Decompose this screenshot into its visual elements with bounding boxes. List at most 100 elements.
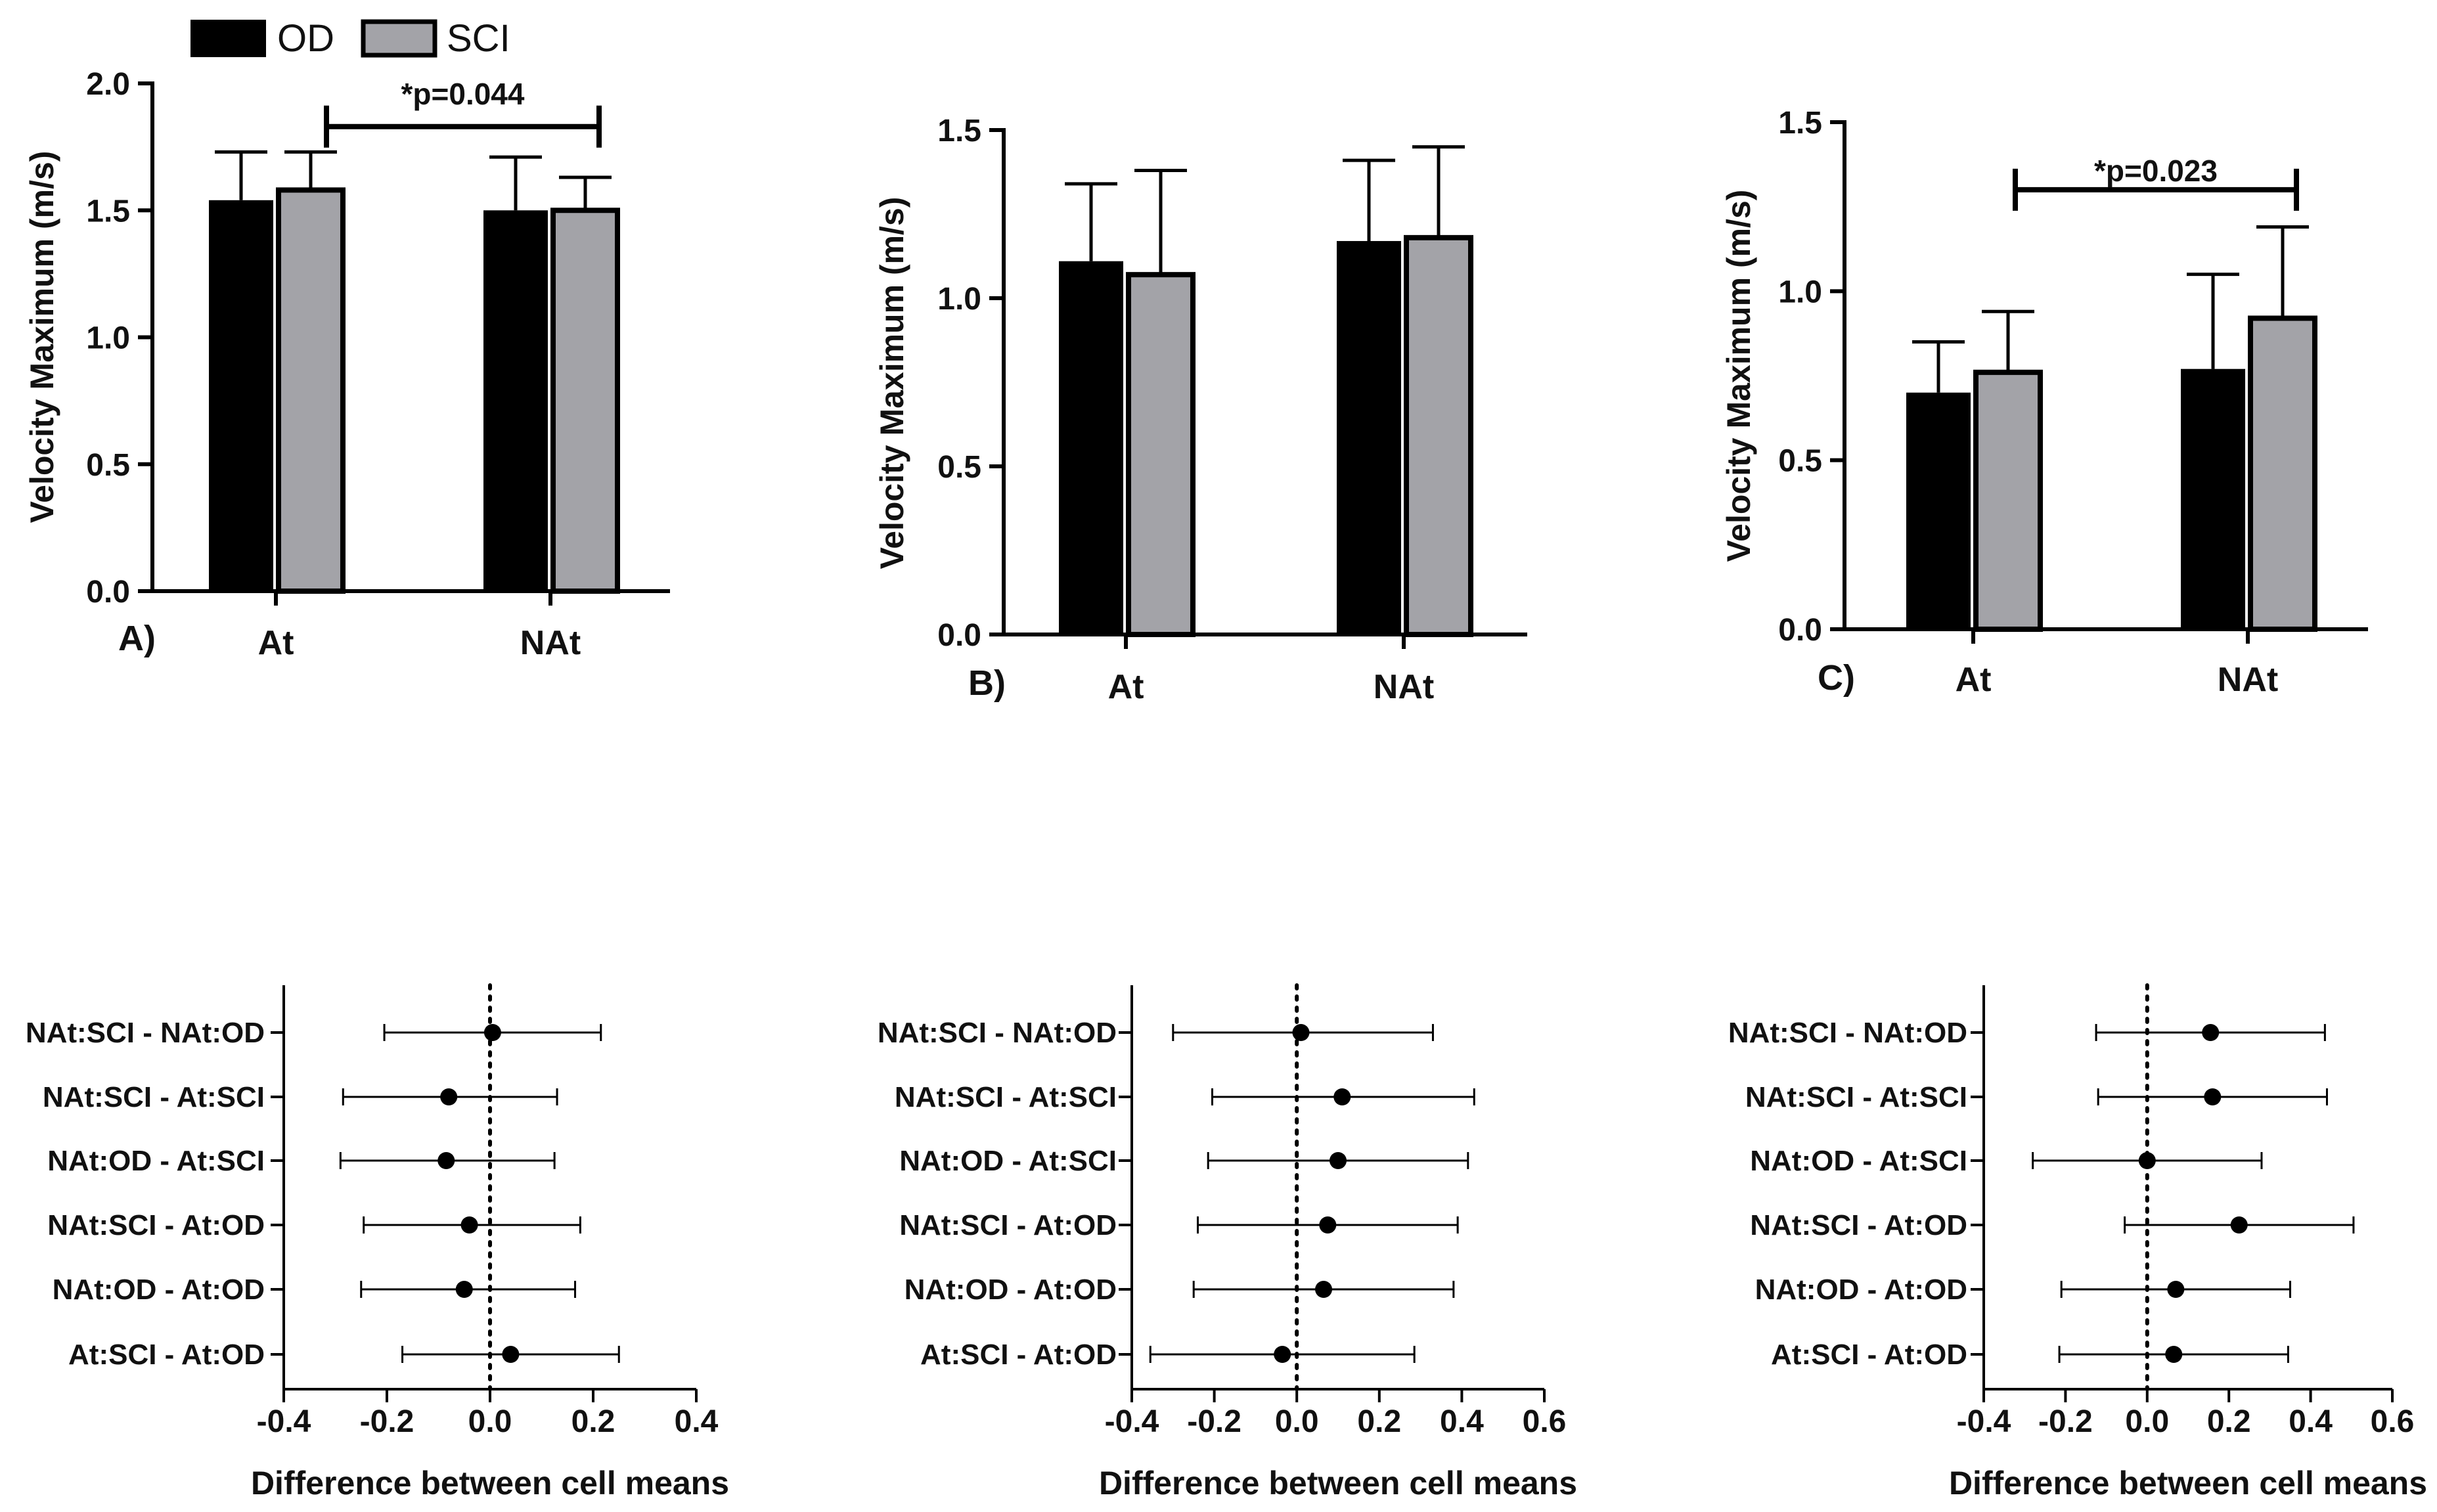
- bar-sci-nat: [1404, 234, 1473, 637]
- comparison-label: NAt:OD - At:SCI: [1750, 1145, 1967, 1177]
- comparison-label: NAt:SCI - At:SCI: [895, 1081, 1117, 1113]
- y-tick-label: 1.0: [937, 282, 981, 317]
- comparison-label: NAt:SCI - At:OD: [47, 1209, 265, 1241]
- y-tick-label: 0.5: [937, 450, 981, 485]
- x-tick-label: 0.2: [2207, 1404, 2251, 1439]
- comparison-label: NAt:SCI - At:SCI: [1745, 1081, 1967, 1113]
- mean-point: [502, 1346, 520, 1363]
- y-tick-label: 0.0: [86, 575, 130, 610]
- y-tick-label: 0.0: [1778, 613, 1822, 648]
- comparison-label: NAt:SCI - NAt:OD: [1728, 1017, 1967, 1049]
- bar-sci-at: [1126, 272, 1196, 638]
- bar-od-nat: [2181, 368, 2245, 629]
- bar-od-at: [209, 200, 273, 591]
- comparison-label: NAt:SCI - At:OD: [1750, 1209, 1967, 1241]
- legend: OD SCI: [190, 17, 510, 60]
- x-tick-label: At: [1956, 661, 1992, 699]
- bar-sci-at: [276, 187, 346, 594]
- mean-point: [1274, 1346, 1291, 1363]
- significance-label: *p=0.023: [2094, 154, 2218, 188]
- mean-point: [2230, 1216, 2248, 1234]
- bar-chart-1: Velocity Maximum (m/s) 0.0 0.5 1.0 1.5 2.0 At N…: [24, 67, 670, 662]
- mean-point: [1330, 1152, 1347, 1169]
- comparison-label: NAt:OD - At:OD: [53, 1274, 265, 1306]
- bar-sci-at: [1973, 369, 2043, 632]
- x-tick-label: 0.0: [2125, 1404, 2169, 1439]
- mean-point: [440, 1088, 458, 1105]
- comparison-label: NAt:OD - At:OD: [1755, 1274, 1967, 1306]
- legend-label-sci: SCI: [447, 17, 510, 60]
- y-axis-title: Velocity Maximum (m/s): [24, 151, 60, 523]
- legend-swatch-od: [190, 20, 266, 57]
- mean-point: [455, 1281, 473, 1298]
- x-tick-label: 0.4: [675, 1404, 719, 1439]
- comparison-label: At:SCI - At:OD: [920, 1339, 1117, 1371]
- comparison-label: NAt:SCI - NAt:OD: [26, 1017, 265, 1049]
- mean-point: [460, 1216, 478, 1234]
- x-tick-label: 0.6: [1523, 1404, 1567, 1439]
- bar-sci-nat: [2248, 315, 2317, 632]
- mean-point: [2165, 1346, 2183, 1363]
- mean-point: [1319, 1216, 1337, 1234]
- mean-point: [2167, 1281, 2185, 1298]
- comparison-label: NAt:SCI - At:OD: [899, 1209, 1117, 1241]
- y-tick-label: 0.5: [1778, 444, 1822, 479]
- panel-label: C): [1818, 658, 1855, 698]
- x-tick-label: -0.2: [1187, 1404, 1241, 1439]
- x-tick-label: 0.4: [1440, 1404, 1484, 1439]
- y-tick-label: 2.0: [86, 67, 130, 102]
- comparison-label: At:SCI - At:OD: [1771, 1339, 1967, 1371]
- y-tick-label: 1.5: [1778, 106, 1822, 141]
- mean-point: [483, 1024, 501, 1041]
- x-tick-label: -0.2: [360, 1404, 414, 1439]
- x-tick-label: 0.4: [2289, 1404, 2333, 1439]
- x-tick-label: 0.6: [2371, 1404, 2415, 1439]
- forest-plot-2: -0.4 -0.2 0.0 0.2 0.4 0.6 NAt:SCI - NAt:OD NAt:…: [878, 983, 1577, 1501]
- y-tick-label: 1.0: [86, 321, 130, 356]
- y-tick-label: 0.5: [86, 448, 130, 483]
- mean-point: [1292, 1024, 1310, 1041]
- mean-point: [1333, 1088, 1351, 1105]
- x-tick-label: 0.0: [468, 1404, 512, 1439]
- x-tick-label: At: [258, 624, 294, 662]
- x-axis-title: Difference between cell means: [1099, 1465, 1577, 1501]
- x-tick-label: 0.2: [1357, 1404, 1401, 1439]
- x-axis-title: Difference between cell means: [1949, 1465, 2427, 1501]
- bar-od-at: [1059, 261, 1123, 634]
- mean-point: [2202, 1024, 2220, 1041]
- legend-label-od: OD: [277, 17, 334, 60]
- x-tick-label: NAt: [2218, 661, 2278, 699]
- y-axis-title: Velocity Maximum (m/s): [874, 197, 910, 569]
- forest-plot-1: -0.4 -0.2 0.0 0.2 0.4 NAt:SCI - NAt:OD NAt:SCI…: [26, 983, 729, 1501]
- x-tick-label: -0.4: [1957, 1404, 2011, 1439]
- y-tick-label: 1.5: [86, 194, 130, 229]
- bar-chart-2: Velocity Maximum (m/s) 0.0 0.5 1.0 1.5 At NAt B…: [874, 114, 1527, 706]
- x-tick-label: -0.4: [1105, 1404, 1159, 1439]
- mean-point: [2138, 1152, 2156, 1169]
- forest-plot-3: -0.4 -0.2 0.0 0.2 0.4 0.6 NAt:SCI - NAt:OD NAt:…: [1728, 983, 2427, 1501]
- comparison-label: NAt:SCI - At:SCI: [43, 1081, 265, 1113]
- y-axis-title: Velocity Maximum (m/s): [1720, 190, 1757, 562]
- comparison-label: NAt:OD - At:OD: [905, 1274, 1117, 1306]
- comparison-label: At:SCI - At:OD: [68, 1339, 265, 1371]
- legend-swatch-sci: [361, 19, 437, 58]
- x-tick-label: At: [1108, 668, 1144, 706]
- y-tick-label: 1.5: [937, 114, 981, 148]
- x-tick-label: NAt: [1374, 668, 1434, 706]
- x-tick-label: NAt: [520, 624, 581, 662]
- x-tick-label: 0.0: [1275, 1404, 1319, 1439]
- significance-label: *p=0.044: [401, 77, 525, 111]
- panel-label: A): [118, 619, 156, 658]
- bar-sci-nat: [550, 208, 620, 594]
- comparison-label: NAt:SCI - NAt:OD: [878, 1017, 1117, 1049]
- mean-point: [437, 1152, 455, 1169]
- panel-label: B): [968, 663, 1006, 703]
- x-tick-label: 0.2: [571, 1404, 615, 1439]
- mean-point: [1315, 1281, 1333, 1298]
- x-tick-label: -0.4: [257, 1404, 311, 1439]
- x-tick-label: -0.2: [2038, 1404, 2093, 1439]
- y-tick-label: 1.0: [1778, 275, 1822, 309]
- mean-point: [2204, 1088, 2222, 1105]
- comparison-label: NAt:OD - At:SCI: [47, 1145, 265, 1177]
